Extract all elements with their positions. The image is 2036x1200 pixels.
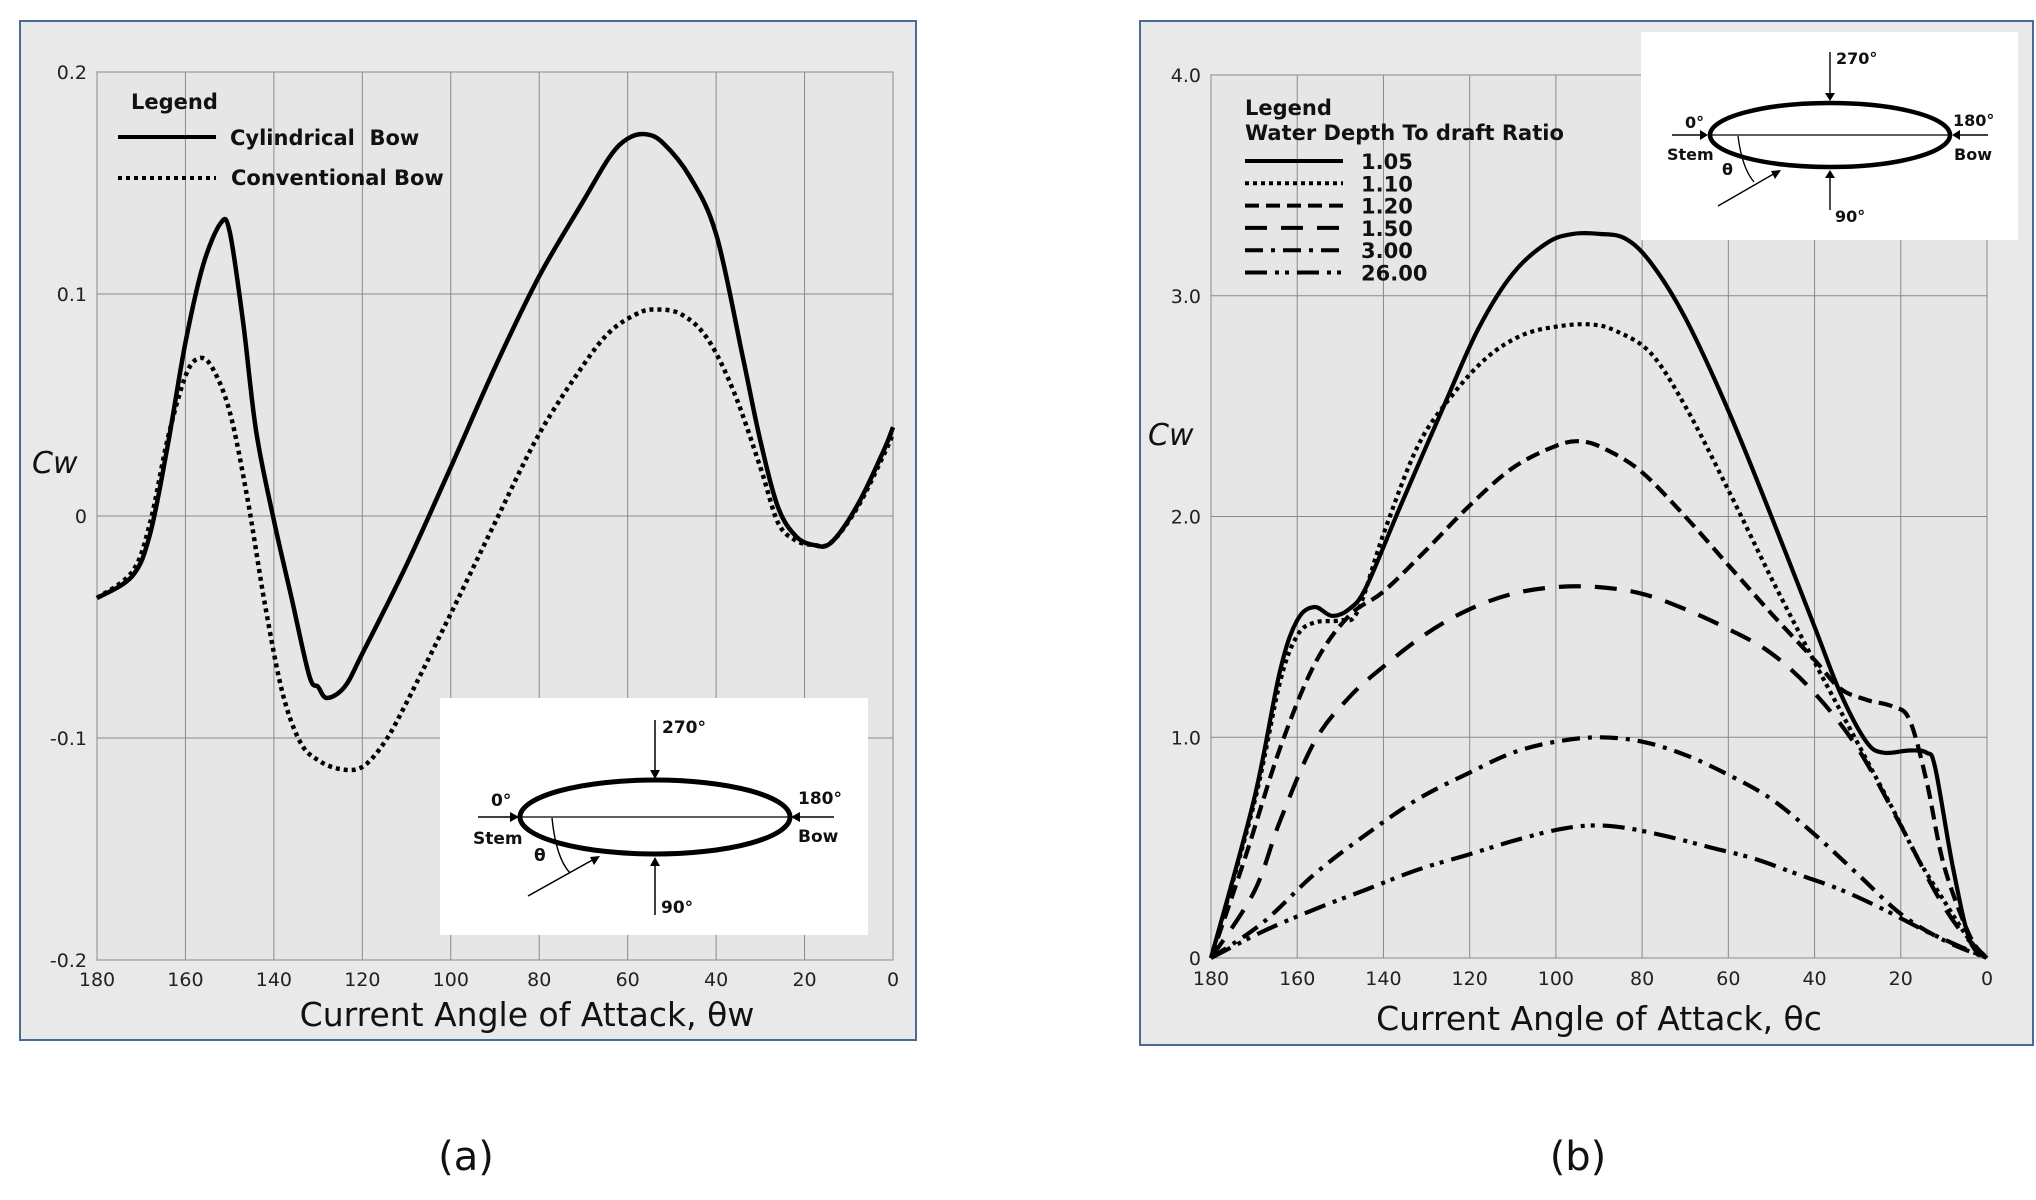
chart-a-series-line-conventional-bow [95,307,896,773]
chart-b-x-tick-label: 100 [1538,968,1574,990]
chart-b-inset-label-stem: Stem [1667,145,1714,164]
chart-b-y-tick-label: 2.0 [1171,507,1201,529]
chart-a-series-line-cylindrical-bow [95,131,896,701]
chart-a-inset-arrowhead-right [791,812,800,822]
chart-a-y-tick-label: 0.1 [57,284,87,306]
chart-a-series [95,131,896,773]
chart-b-inset-arrowhead-bottom [1825,170,1835,178]
chart-b-x-axis-label: Current Angle of Attack, θc [1376,999,1822,1038]
chart-a-inset-label-0: 0° [491,791,511,811]
chart-b-series-line-1-50 [1209,584,1989,960]
chart-b-legend-label: 1.05 [1361,150,1413,174]
chart-b-inset-arrowhead-right [1952,130,1960,140]
chart-b-series [1208,231,1989,960]
chart-b-legend-label: 1.10 [1361,172,1413,196]
chart-a-y-tick-label: -0.2 [50,950,87,972]
chart-b-inset-label-0: 0° [1685,113,1704,132]
chart-a-inset-label-270: 270° [662,718,706,738]
chart-a-inset-arrowhead-top [650,770,660,779]
chart-b-x-tick-label: 80 [1630,968,1654,990]
chart-b-inset-label-theta: θ [1722,160,1733,179]
chart-a-inset-arrow-oblique [527,857,597,897]
chart-a-x-tick-label: 0 [887,969,899,991]
chart-b-inset-label-180: 180° [1953,111,1994,130]
chart-b-legend-title: Legend [1245,96,1332,120]
chart-b-legend-label: 26.00 [1361,262,1427,286]
chart-b-inset-arrowhead-left [1700,130,1708,140]
chart-b-legend-label: 1.50 [1361,217,1413,241]
chart-b-legend-label: 3.00 [1361,239,1413,263]
chart-a-inset-arrowhead-left [510,812,519,822]
chart-b-series-line-1-20 [1209,439,1989,960]
chart-b-series-line-1-10 [1208,322,1989,960]
chart-b-y-axis-label: Cw [1148,418,1194,453]
chart-b-x-tick-label: 120 [1452,968,1488,990]
chart-b-x-tick-label: 20 [1889,968,1913,990]
chart-a-x-tick-label: 100 [433,969,469,991]
chart-a-x-tick-label: 180 [79,969,115,991]
chart-a-legend-label-cylindrical: Cylindrical Bow [230,126,419,150]
chart-a-inset: 270° 0° Stem 180° Bow 90° θ [440,698,868,935]
chart-b-x-ticks: 180 160 140 120 100 80 60 40 20 0 [1193,968,1993,990]
chart-a-inset-arrowhead-bottom [650,857,660,866]
chart-a-x-tick-label: 120 [344,969,380,991]
chart-b-y-tick-label: 3.0 [1171,286,1201,308]
chart-a-legend-title: Legend [131,90,218,114]
chart-b: 180 160 140 120 100 80 60 40 20 0 4.0 3.0 2.0 1.0 0 2… [1139,20,2034,1046]
chart-a-y-tick-label: -0.1 [50,728,87,750]
chart-b-y-ticks: 4.0 3.0 2.0 1.0 0 [1171,65,1201,970]
chart-a-y-axis-label: Cw [32,446,78,481]
chart-a-x-tick-label: 80 [527,969,551,991]
chart-a-inset-label-stem: Stem [473,829,523,849]
chart-b-series-line-26-00 [1210,823,1988,960]
chart-a-panel-label: (a) [438,1134,494,1180]
chart-b-inset-label-270: 270° [1836,49,1877,68]
chart-a-x-axis-label: Current Angle of Attack, θw [300,995,755,1034]
chart-a-y-tick-label: 0 [75,506,87,528]
chart-b-series-line-3-00 [1209,735,1988,960]
chart-a-x-tick-label: 40 [704,969,728,991]
chart-a-x-tick-label: 20 [792,969,816,991]
chart-a-inset-angle-arc [551,817,571,874]
chart-b-inset-arrow-oblique [1717,171,1778,207]
chart-b-x-tick-label: 40 [1802,968,1826,990]
chart-a-inset-label-theta: θ [534,846,546,866]
chart-a-inset-arrowhead-oblique [590,856,600,865]
chart-b-legend-subtitle: Water Depth To draft Ratio [1245,121,1564,145]
chart-b-y-tick-label: 0 [1189,948,1201,970]
chart-a: 180 160 140 120 100 80 60 40 20 0 0.2 0.1 0 -0.1 -0.2… [19,20,917,1041]
chart-a-x-tick-label: 60 [616,969,640,991]
chart-a-inset-label-bow: Bow [798,827,839,847]
chart-b-inset-angle-arc [1737,135,1755,183]
chart-b-inset-arrowhead-oblique [1771,170,1781,179]
chart-a-x-tick-label: 160 [167,969,203,991]
chart-b-x-tick-label: 60 [1716,968,1740,990]
chart-a-y-ticks: 0.2 0.1 0 -0.1 -0.2 [50,62,87,972]
chart-b-inset-label-bow: Bow [1954,145,1992,164]
chart-b-inset-arrowhead-top [1825,93,1835,101]
chart-b-inset: 270° 0° Stem 180° Bow 90° θ [1641,32,2018,240]
chart-b-series-line-1-05 [1208,231,1989,960]
chart-a-inset-label-180: 180° [798,789,842,809]
chart-b-y-tick-label: 4.0 [1171,65,1201,87]
chart-a-inset-label-90: 90° [661,898,693,918]
chart-b-legend-label: 1.20 [1361,195,1413,219]
chart-a-x-ticks: 180 160 140 120 100 80 60 40 20 0 [79,969,899,991]
chart-b-inset-label-90: 90° [1835,207,1865,226]
chart-b-x-tick-label: 160 [1279,968,1315,990]
chart-b-x-tick-label: 140 [1365,968,1401,990]
chart-a-x-tick-label: 140 [256,969,292,991]
chart-b-x-tick-label: 0 [1981,968,1993,990]
chart-a-y-tick-label: 0.2 [57,62,87,84]
chart-a-legend-label-conventional: Conventional Bow [231,166,444,190]
chart-b-panel-label: (b) [1550,1134,1607,1180]
chart-b-x-tick-label: 180 [1193,968,1229,990]
chart-b-y-tick-label: 1.0 [1171,727,1201,749]
